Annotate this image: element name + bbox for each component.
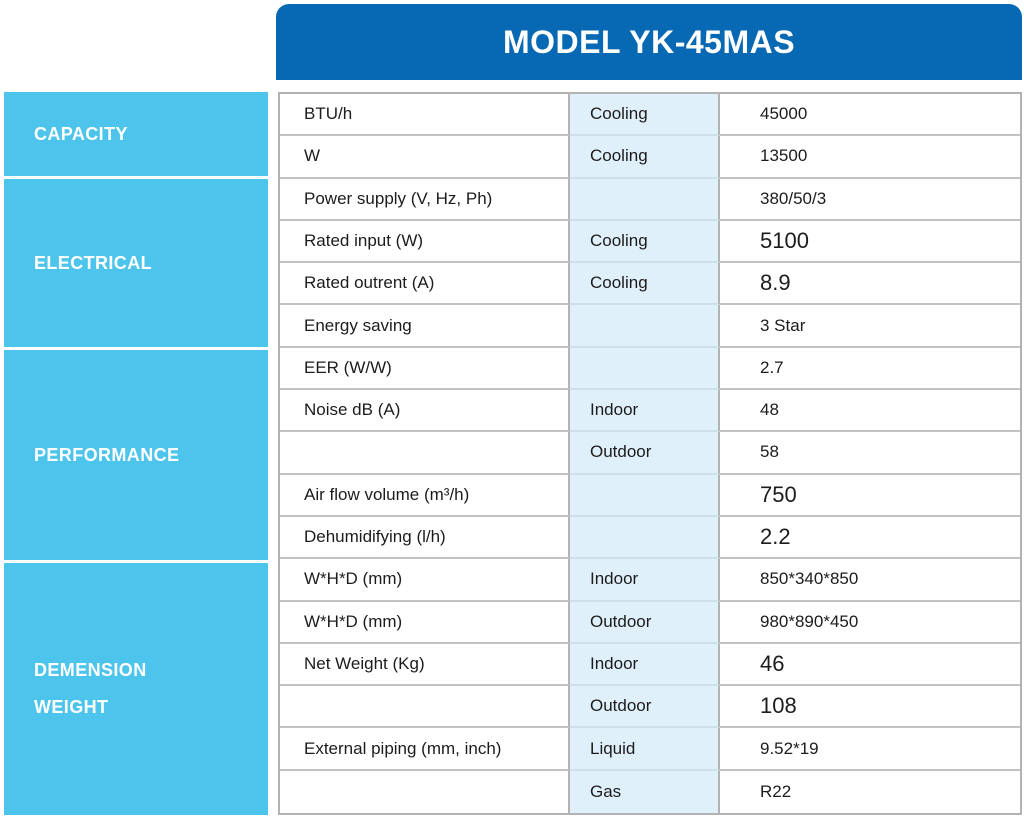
sidebar-section-electrical: ELECTRICAL: [4, 179, 268, 347]
condition-cell: [570, 474, 720, 517]
value-cell: 980*890*450: [720, 602, 1020, 644]
sidebar-label-weight: WEIGHT: [34, 697, 109, 717]
value-cell: 2.7: [720, 348, 1020, 391]
value-cell: 3 Star: [720, 305, 1020, 348]
param-cell: BTU/h: [280, 94, 570, 137]
sidebar-section-capacity: CAPACITY: [4, 92, 268, 176]
value-cell: 46: [720, 644, 1020, 687]
value-cell: 45000: [720, 94, 1020, 137]
param-cell: External piping (mm, inch): [280, 728, 570, 771]
condition-cell: Gas: [570, 770, 720, 813]
param-cell: Energy saving: [280, 305, 570, 348]
condition-cell: Cooling: [570, 94, 720, 137]
value-cell: 108: [720, 686, 1020, 729]
sidebar-label-capacity: CAPACITY: [34, 123, 128, 144]
value-cell: 8.9: [720, 263, 1020, 306]
condition-cell: Cooling: [570, 263, 720, 306]
condition-cell: Outdoor: [570, 686, 720, 729]
param-cell: [280, 770, 570, 813]
sidebar-section-demension-weight: DEMENSION WEIGHT: [4, 563, 268, 815]
param-cell: W: [280, 136, 570, 179]
sidebar-label-performance: PERFORMANCE: [34, 444, 180, 465]
value-cell: R22: [760, 781, 792, 801]
value-cell: 9.52*19: [720, 728, 1020, 771]
model-title: MODEL YK-45MAS: [502, 23, 796, 60]
condition-cell: Outdoor: [570, 432, 720, 475]
condition-cell: Cooling: [570, 220, 720, 264]
value-cell: 380/50/3: [720, 179, 1020, 221]
param-cell: W*H*D (mm): [280, 559, 570, 602]
param-cell: Net Weight (Kg): [280, 643, 570, 687]
param-cell: Rated input (W): [280, 220, 570, 264]
param-cell: Power supply (V, Hz, Ph): [280, 178, 570, 221]
condition-cell: [570, 516, 720, 560]
spec-table: BTU/h Cooling 45000 W Cooling 13500 Powe…: [278, 92, 1022, 815]
condition-cell: Indoor: [570, 643, 720, 687]
value-cell: 750: [720, 475, 1020, 517]
model-header-banner: MODEL YK-45MAS: [276, 4, 1022, 80]
value-cell: 58: [720, 432, 1020, 475]
condition-cell: Liquid: [570, 728, 720, 771]
value-cell: 850*340*850: [720, 559, 1020, 602]
condition-cell: Indoor: [570, 390, 720, 433]
sidebar-label-electrical: ELECTRICAL: [34, 252, 152, 273]
condition-cell: Indoor: [570, 559, 720, 602]
param-cell: [280, 432, 570, 475]
condition-cell: Outdoor: [570, 601, 720, 644]
param-cell: Noise dB (A): [280, 390, 570, 433]
condition-cell: [570, 305, 720, 348]
condition-cell: [570, 347, 720, 391]
param-cell: [280, 686, 570, 729]
param-cell: Air flow volume (m³/h): [280, 474, 570, 517]
value-cell: 5100: [720, 221, 1020, 264]
param-cell: W*H*D (mm): [280, 601, 570, 644]
param-cell: Rated outrent (A): [280, 263, 570, 306]
param-cell: Dehumidifying (l/h): [280, 516, 570, 560]
value-cell: 2.2: [720, 517, 1020, 560]
param-cell: EER (W/W): [280, 347, 570, 391]
sidebar-section-performance: PERFORMANCE: [4, 350, 268, 560]
category-sidebar: CAPACITY ELECTRICAL PERFORMANCE DEMENSIO…: [4, 92, 268, 815]
condition-cell: Cooling: [570, 136, 720, 179]
condition-cell: [570, 178, 720, 221]
value-cell: 13500: [720, 136, 1020, 179]
sidebar-label-demension: DEMENSION: [34, 660, 147, 680]
value-cell: 48: [720, 390, 1020, 433]
